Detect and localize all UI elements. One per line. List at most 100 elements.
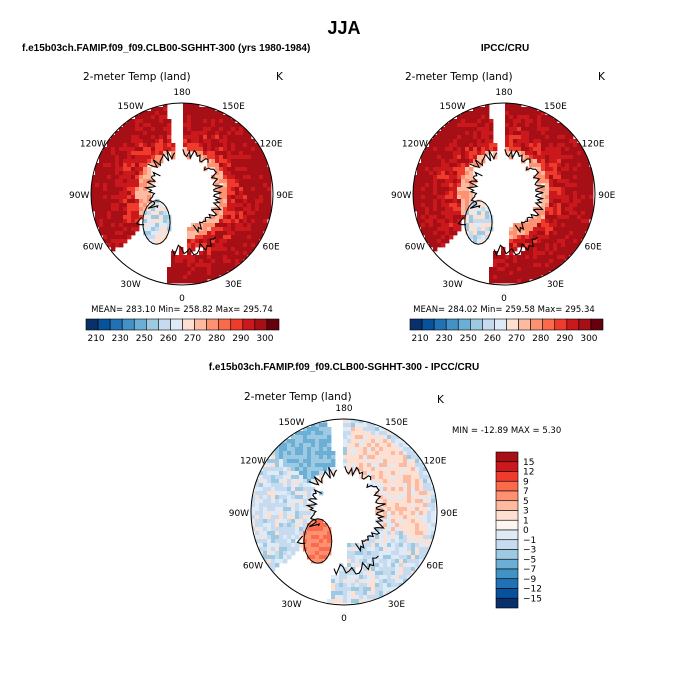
grid-cell [363, 467, 368, 472]
grid-cell [187, 111, 192, 116]
grid-cell [115, 203, 120, 208]
grid-cell [403, 539, 408, 544]
grid-cell [367, 455, 372, 460]
grid-cell [171, 279, 176, 284]
grid-cell [557, 211, 562, 216]
grid-cell [263, 179, 268, 184]
grid-cell [529, 223, 534, 228]
grid-cell [419, 463, 424, 468]
grid-cell [119, 163, 124, 168]
grid-cell [107, 171, 112, 176]
colorbar-box [146, 318, 159, 331]
grid-cell [565, 211, 570, 216]
grid-cell [387, 587, 392, 592]
grid-cell [379, 591, 384, 596]
grid-cell [565, 239, 570, 244]
grid-cell [541, 175, 546, 180]
grid-cell [509, 227, 514, 232]
grid-cell [183, 127, 188, 132]
grid-cell [461, 123, 466, 128]
grid-cell [223, 227, 228, 232]
grid-cell [295, 547, 300, 552]
grid-cell [127, 195, 132, 200]
grid-cell [223, 195, 228, 200]
grid-cell [371, 571, 376, 576]
grid-cell [383, 523, 388, 528]
grid-cell [315, 551, 320, 556]
grid-cell [395, 475, 400, 480]
grid-cell [565, 223, 570, 228]
grid-cell [247, 231, 252, 236]
grid-cell [199, 135, 204, 140]
grid-cell [287, 535, 292, 540]
grid-cell [425, 163, 430, 168]
grid-cell [191, 231, 196, 236]
grid-cell [383, 439, 388, 444]
grid-cell [163, 107, 168, 112]
grid-cell [433, 175, 438, 180]
grid-cell [291, 463, 296, 468]
grid-cell [553, 231, 558, 236]
grid-cell [545, 123, 550, 128]
grid-cell [549, 211, 554, 216]
grid-cell [195, 243, 200, 248]
grid-cell [319, 463, 324, 468]
grid-cell [315, 543, 320, 548]
grid-cell [469, 223, 474, 228]
grid-cell [235, 195, 240, 200]
grid-cell [549, 171, 554, 176]
grid-cell [223, 167, 228, 172]
grid-cell [199, 263, 204, 268]
grid-cell [227, 239, 232, 244]
grid-cell [537, 231, 542, 236]
grid-cell [287, 543, 292, 548]
grid-cell [227, 227, 232, 232]
grid-cell [135, 151, 140, 156]
grid-cell [147, 159, 152, 164]
grid-cell [251, 511, 256, 516]
grid-cell [279, 551, 284, 556]
grid-cell [509, 147, 514, 152]
grid-cell [203, 231, 208, 236]
longitude-label: 150W [440, 102, 466, 112]
grid-cell [391, 551, 396, 556]
grid-cell [437, 239, 442, 244]
grid-cell [561, 167, 566, 172]
grid-cell [275, 531, 280, 536]
grid-cell [395, 507, 400, 512]
grid-cell [143, 111, 148, 116]
grid-cell [267, 539, 272, 544]
grid-cell [423, 491, 428, 496]
grid-cell [473, 135, 478, 140]
grid-cell [207, 139, 212, 144]
grid-cell [585, 163, 590, 168]
grid-cell [367, 539, 372, 544]
grid-cell [541, 251, 546, 256]
grid-cell [263, 519, 268, 524]
grid-cell [223, 191, 228, 196]
grid-cell [319, 451, 324, 456]
grid-cell [403, 531, 408, 536]
grid-cell [437, 171, 442, 176]
grid-cell [235, 171, 240, 176]
grid-cell [407, 471, 412, 476]
grid-cell [449, 227, 454, 232]
grid-cell [219, 111, 224, 116]
grid-cell [331, 467, 336, 472]
grid-cell [199, 223, 204, 228]
grid-cell [103, 151, 108, 156]
grid-cell [291, 443, 296, 448]
grid-cell [275, 459, 280, 464]
grid-cell [383, 507, 388, 512]
grid-cell [231, 155, 236, 160]
grid-cell [549, 207, 554, 212]
grid-cell [207, 135, 212, 140]
grid-cell [569, 219, 574, 224]
grid-cell [465, 159, 470, 164]
grid-cell [427, 479, 432, 484]
grid-cell [239, 159, 244, 164]
grid-cell [307, 555, 312, 560]
grid-cell [465, 115, 470, 120]
grid-cell [135, 211, 140, 216]
grid-cell [115, 139, 120, 144]
